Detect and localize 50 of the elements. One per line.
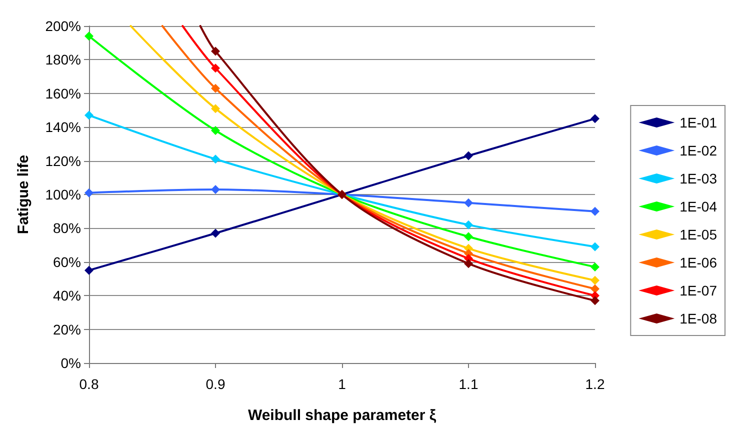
point — [211, 184, 220, 194]
y-tick-label: 140% — [45, 119, 81, 136]
point — [211, 126, 220, 135]
x-tick-label: 1 — [338, 376, 346, 392]
legend-label: 1E-07 — [680, 282, 718, 298]
y-tick-label: 120% — [45, 152, 81, 169]
point — [464, 232, 473, 242]
legend-label: 1E-05 — [680, 226, 718, 242]
y-tick-label: 180% — [45, 52, 81, 68]
point — [464, 198, 473, 208]
point — [590, 296, 600, 306]
point — [464, 259, 473, 268]
legend-label: 1E-03 — [680, 170, 718, 186]
point — [84, 188, 94, 198]
point — [84, 32, 94, 41]
point — [590, 276, 600, 285]
y-tick-label: 20% — [52, 321, 81, 338]
legend-label: 1E-01 — [680, 114, 718, 130]
point — [211, 228, 220, 238]
y-tick-label: 80% — [52, 220, 81, 236]
point — [590, 242, 600, 252]
point — [464, 220, 473, 230]
point — [464, 151, 473, 160]
point — [590, 262, 600, 272]
point — [590, 114, 600, 124]
point — [211, 64, 220, 73]
x-tick-label: 1.1 — [458, 376, 478, 392]
y-tick-label: 160% — [45, 85, 81, 102]
legend-label: 1E-04 — [680, 198, 718, 214]
point — [211, 84, 220, 93]
y-tick-label: 200% — [45, 18, 81, 34]
y-tick-label: 0% — [60, 355, 81, 371]
legend-label: 1E-08 — [680, 310, 718, 326]
legend-label: 1E-06 — [680, 254, 718, 270]
y-tick-label: 100% — [45, 186, 81, 202]
point — [590, 206, 600, 216]
x-tick-label: 0.8 — [79, 376, 99, 392]
legend-label: 1E-02 — [680, 142, 718, 158]
point — [84, 266, 94, 275]
point — [211, 104, 220, 114]
y-axis-title: Fatigue life — [15, 154, 32, 234]
point — [590, 284, 600, 294]
point — [211, 154, 220, 164]
x-tick-label: 0.9 — [206, 376, 226, 392]
x-tick-label: 1.2 — [585, 376, 605, 392]
y-tick-label: 60% — [52, 254, 81, 270]
x-axis-title: Weibull shape parameter ξ — [248, 407, 436, 424]
point — [211, 46, 220, 56]
point — [84, 110, 94, 120]
y-tick-label: 40% — [52, 288, 81, 304]
